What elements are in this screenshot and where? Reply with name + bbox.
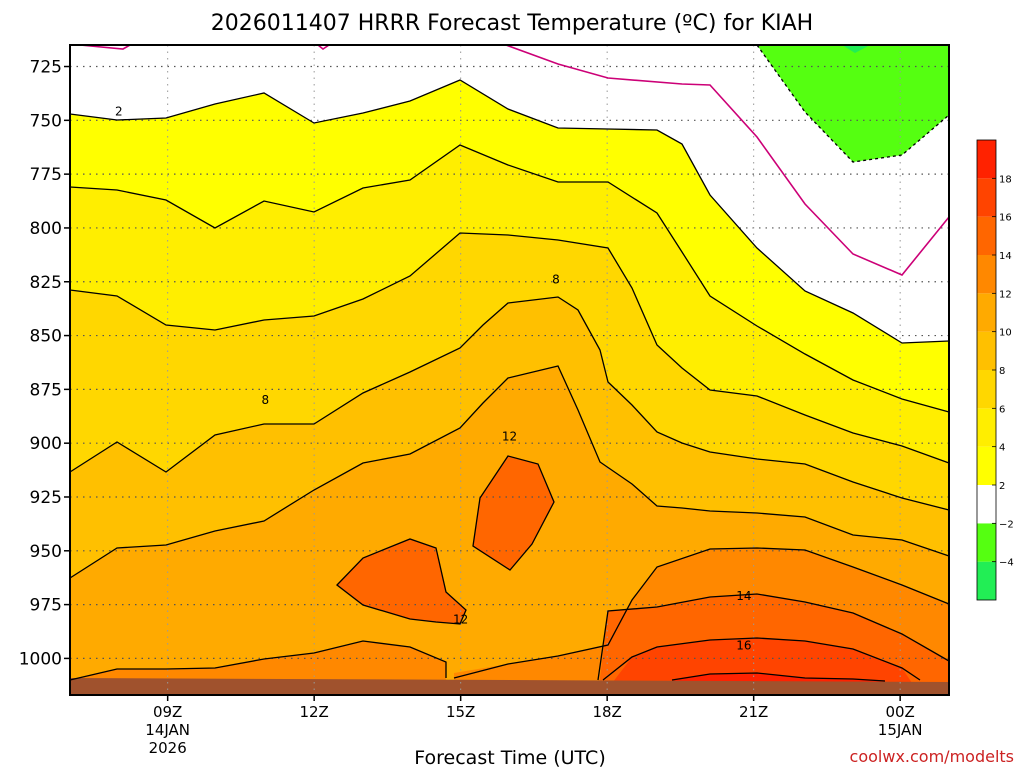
y-tick-label: 825 <box>30 273 62 293</box>
colorbar: −4 −2 2 4 6 8 10 12 14 16 18 <box>976 139 1014 601</box>
plot-frame <box>69 44 950 696</box>
colorbar-label: 6 <box>999 404 1005 415</box>
band-12-14-cell-west <box>337 539 466 624</box>
contours <box>69 44 950 682</box>
contour-label: 14 <box>736 589 751 603</box>
colorbar-swatch <box>977 331 996 370</box>
contour-4C <box>69 144 950 413</box>
y-tick-label: 925 <box>30 488 62 508</box>
colorbar-label: −2 <box>999 519 1014 530</box>
y-tick-label: 900 <box>30 434 62 454</box>
colorbar-swatch <box>977 408 996 447</box>
y-tick-label: 1000 <box>19 649 62 669</box>
ground-area <box>70 678 949 695</box>
y-tick-label: 875 <box>30 380 62 400</box>
colorbar-swatch <box>977 178 996 217</box>
band-cold-deep <box>842 45 870 53</box>
contour-12C-west-cell <box>336 538 467 625</box>
band-cold-green <box>757 45 949 162</box>
contour-6C <box>69 232 950 464</box>
y-tick-label: 975 <box>30 596 62 616</box>
colorbar-swatch <box>977 293 996 332</box>
colorbar-swatch <box>977 140 996 179</box>
colorbar-swatch <box>977 446 996 485</box>
colorbar-label: 12 <box>999 289 1012 300</box>
colorbar-swatch <box>977 255 996 294</box>
plot-area: 2 8 8 12 12 14 16 <box>69 44 950 696</box>
contour-18C <box>671 672 886 682</box>
contour-label: 8 <box>552 273 560 287</box>
x-axis-label: Forecast Time (UTC) <box>414 747 605 768</box>
x-tick-date-label: 14JAN <box>145 721 190 739</box>
chart-title: 2026011407 HRRR Forecast Temperature (ºC… <box>211 11 813 36</box>
contour-labels: 2 8 8 12 12 14 16 <box>115 105 752 653</box>
grid <box>70 45 949 695</box>
colorbar-label: 8 <box>999 366 1005 377</box>
contour-neg-4C <box>756 44 950 163</box>
x-tick-label: 21Z <box>739 703 768 721</box>
colorbar-label: −4 <box>999 558 1014 569</box>
contour-label: 12 <box>453 613 468 627</box>
contour-14C <box>597 593 950 681</box>
y-tick-label: 800 <box>30 219 62 239</box>
contour-12C-center-cell <box>472 455 555 571</box>
x-tick-label: 18Z <box>592 703 621 721</box>
band-12-14-cell-center <box>473 456 554 570</box>
y-tick-label: 725 <box>30 58 62 78</box>
colorbar-label: 16 <box>999 213 1012 224</box>
colorbar-swatch <box>977 485 996 524</box>
contour-label: 2 <box>115 105 123 119</box>
contour-12C-lower <box>69 547 950 681</box>
x-tick-label: 00Z <box>885 703 914 721</box>
contour-label: 8 <box>262 393 270 407</box>
colorbar-label: 18 <box>999 174 1012 185</box>
colorbar-swatch <box>977 523 996 562</box>
colorbar-label: 2 <box>999 481 1005 492</box>
y-axis: 725 750 775 800 825 850 875 900 925 950 975 1000 <box>19 58 70 669</box>
colorbar-swatch <box>977 216 996 255</box>
x-tick-label: 09Z <box>153 703 182 721</box>
y-tick-label: 850 <box>30 327 62 347</box>
contour-label: 12 <box>502 430 517 444</box>
contour-8C <box>69 296 950 511</box>
y-tick-label: 950 <box>30 542 62 562</box>
x-tick-date-label: 15JAN <box>878 721 923 739</box>
x-tick-year-label: 2026 <box>149 739 187 757</box>
colorbar-label: 14 <box>999 251 1012 262</box>
y-tick-label: 775 <box>30 165 62 185</box>
colorbar-label: 4 <box>999 443 1005 454</box>
x-tick-label: 12Z <box>299 703 328 721</box>
y-tick-label: 750 <box>30 111 62 131</box>
colorbar-label: 10 <box>999 328 1012 339</box>
colorbar-swatch <box>977 370 996 409</box>
credit-text: coolwx.com/modelts <box>850 747 1014 766</box>
contour-10C <box>69 365 950 579</box>
contour-16C <box>602 637 921 681</box>
contour-2C <box>69 79 950 344</box>
contour-label: 16 <box>736 638 751 652</box>
x-tick-label: 15Z <box>446 703 475 721</box>
colorbar-swatch <box>977 561 996 600</box>
contour-0C <box>79 44 950 276</box>
